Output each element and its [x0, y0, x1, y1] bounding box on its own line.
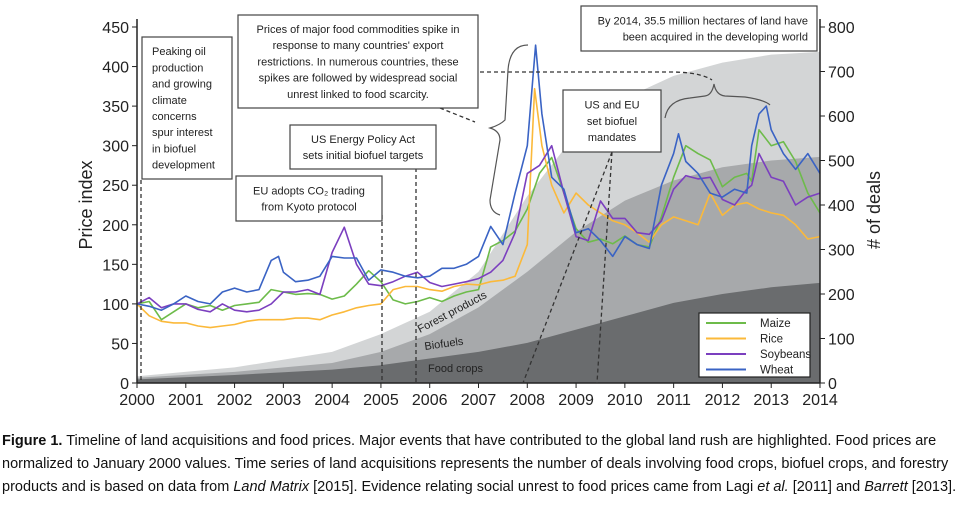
- y2-tick-label: 200: [828, 287, 855, 304]
- y2-tick-label: 0: [828, 376, 837, 393]
- caption-text: [2013].: [907, 479, 957, 495]
- annotation-box-land: [580, 5, 818, 52]
- annotation-text: been acquired in the developing world: [623, 32, 808, 44]
- annotation-text: By 2014, 35.5 million hectares of land h…: [598, 15, 808, 27]
- annotation-text: from Kyoto protocol: [261, 202, 356, 214]
- annotation-text: Peaking oil: [152, 46, 206, 58]
- y2-tick-label: 300: [828, 243, 855, 260]
- annotation-box-eu-co2: [235, 175, 383, 222]
- y2-tick-label: 400: [828, 198, 855, 215]
- legend-label-soybeans: Soybeans: [760, 349, 811, 361]
- annotation-text: spur interest: [152, 127, 213, 139]
- annotation-text: concerns: [152, 111, 197, 123]
- annotation-text: restrictions. In numerous countries, the…: [257, 56, 458, 68]
- annotation-text: response to many countries' export: [273, 40, 444, 52]
- caption-etal: et al.: [757, 479, 789, 495]
- x-tick-label: 2014: [802, 392, 838, 409]
- area-food-crops: [137, 282, 820, 383]
- y-tick-label: 50: [111, 336, 129, 353]
- annotation-text: US Energy Policy Act: [311, 134, 415, 146]
- area-label-food-crops: Food crops: [428, 363, 484, 375]
- annotation-text: climate: [152, 95, 187, 107]
- caption-label: Figure 1.: [2, 433, 63, 449]
- x-tick-label: 2006: [412, 392, 448, 409]
- y-axis-title: Price index: [76, 160, 96, 249]
- y2-axis-title: # of deals: [864, 171, 884, 249]
- annotation-text: in biofuel: [152, 143, 196, 155]
- x-tick-label: 2004: [314, 392, 350, 409]
- annotation-text: development: [152, 160, 215, 172]
- y-tick-label: 450: [102, 20, 129, 37]
- figure-caption: Figure 1. Timeline of land acquisitions …: [2, 430, 958, 499]
- brace: [487, 44, 529, 216]
- y2-tick-label: 100: [828, 332, 855, 349]
- connector-line: [439, 71, 713, 123]
- series-line-wheat: [136, 44, 821, 312]
- y-tick-label: 150: [102, 257, 129, 274]
- x-tick-label: 2010: [607, 392, 643, 409]
- event-marker-line: [522, 151, 613, 384]
- series-line-soybeans: [136, 144, 821, 313]
- legend-label-wheat: Wheat: [760, 365, 794, 377]
- annotation-text: unrest linked to food scarcity.: [287, 89, 429, 101]
- annotation-text: and growing: [152, 79, 212, 91]
- annotation-box-oil: [141, 36, 233, 180]
- x-tick-label: 2011: [656, 392, 691, 409]
- x-tick-label: 2007: [461, 392, 497, 409]
- caption-text: [2011] and: [788, 479, 865, 495]
- annotation-text: US and EU: [584, 100, 639, 112]
- y-tick-label: 0: [120, 376, 129, 393]
- x-tick-label: 2000: [119, 392, 155, 409]
- annotation-box-us-energy: [289, 124, 437, 170]
- annotation-text: production: [152, 62, 203, 74]
- annotation-box-spike: [237, 14, 479, 109]
- y2-tick-label: 500: [828, 154, 855, 171]
- brace: [664, 83, 771, 119]
- caption-text: [2015]. Evidence relating social unrest …: [309, 479, 758, 495]
- caption-source-barrett: Barrett: [864, 479, 908, 495]
- legend-label-rice: Rice: [760, 334, 783, 346]
- annotation-text: spikes are followed by widespread social: [259, 73, 458, 85]
- x-tick-label: 2012: [705, 392, 741, 409]
- area-label-biofuels: Biofuels: [424, 336, 465, 353]
- x-tick-label: 2001: [168, 392, 204, 409]
- caption-text: Timeline of land acquisitions and food p…: [2, 433, 949, 495]
- x-tick-label: 2009: [558, 392, 594, 409]
- x-tick-label: 2013: [753, 392, 789, 409]
- series-line-maize: [136, 129, 821, 321]
- annotation-text: sets initial biofuel targets: [303, 150, 424, 162]
- y-tick-label: 250: [102, 178, 129, 195]
- caption-source-land-matrix: Land Matrix: [233, 479, 310, 495]
- y2-tick-label: 600: [828, 109, 855, 126]
- y-tick-label: 200: [102, 218, 129, 235]
- series-line-rice: [136, 87, 821, 329]
- x-tick-label: 2005: [363, 392, 399, 409]
- x-tick-label: 2008: [509, 392, 545, 409]
- y-tick-label: 350: [102, 99, 129, 116]
- event-marker-line: [596, 151, 613, 384]
- annotation-box-mandates: [562, 89, 662, 153]
- annotation-text: Prices of major food commodities spike i…: [257, 24, 460, 36]
- y-tick-label: 100: [102, 297, 129, 314]
- y-tick-label: 300: [102, 139, 129, 156]
- annotation-text: set biofuel: [587, 116, 637, 128]
- y-tick-label: 400: [102, 60, 129, 77]
- y2-tick-label: 700: [828, 65, 855, 82]
- legend-label-maize: Maize: [760, 318, 791, 330]
- x-tick-label: 2002: [217, 392, 253, 409]
- y2-tick-label: 800: [828, 20, 855, 37]
- annotation-text: EU adopts CO₂ trading: [253, 185, 365, 197]
- x-tick-label: 2003: [266, 392, 302, 409]
- annotation-text: mandates: [588, 132, 637, 144]
